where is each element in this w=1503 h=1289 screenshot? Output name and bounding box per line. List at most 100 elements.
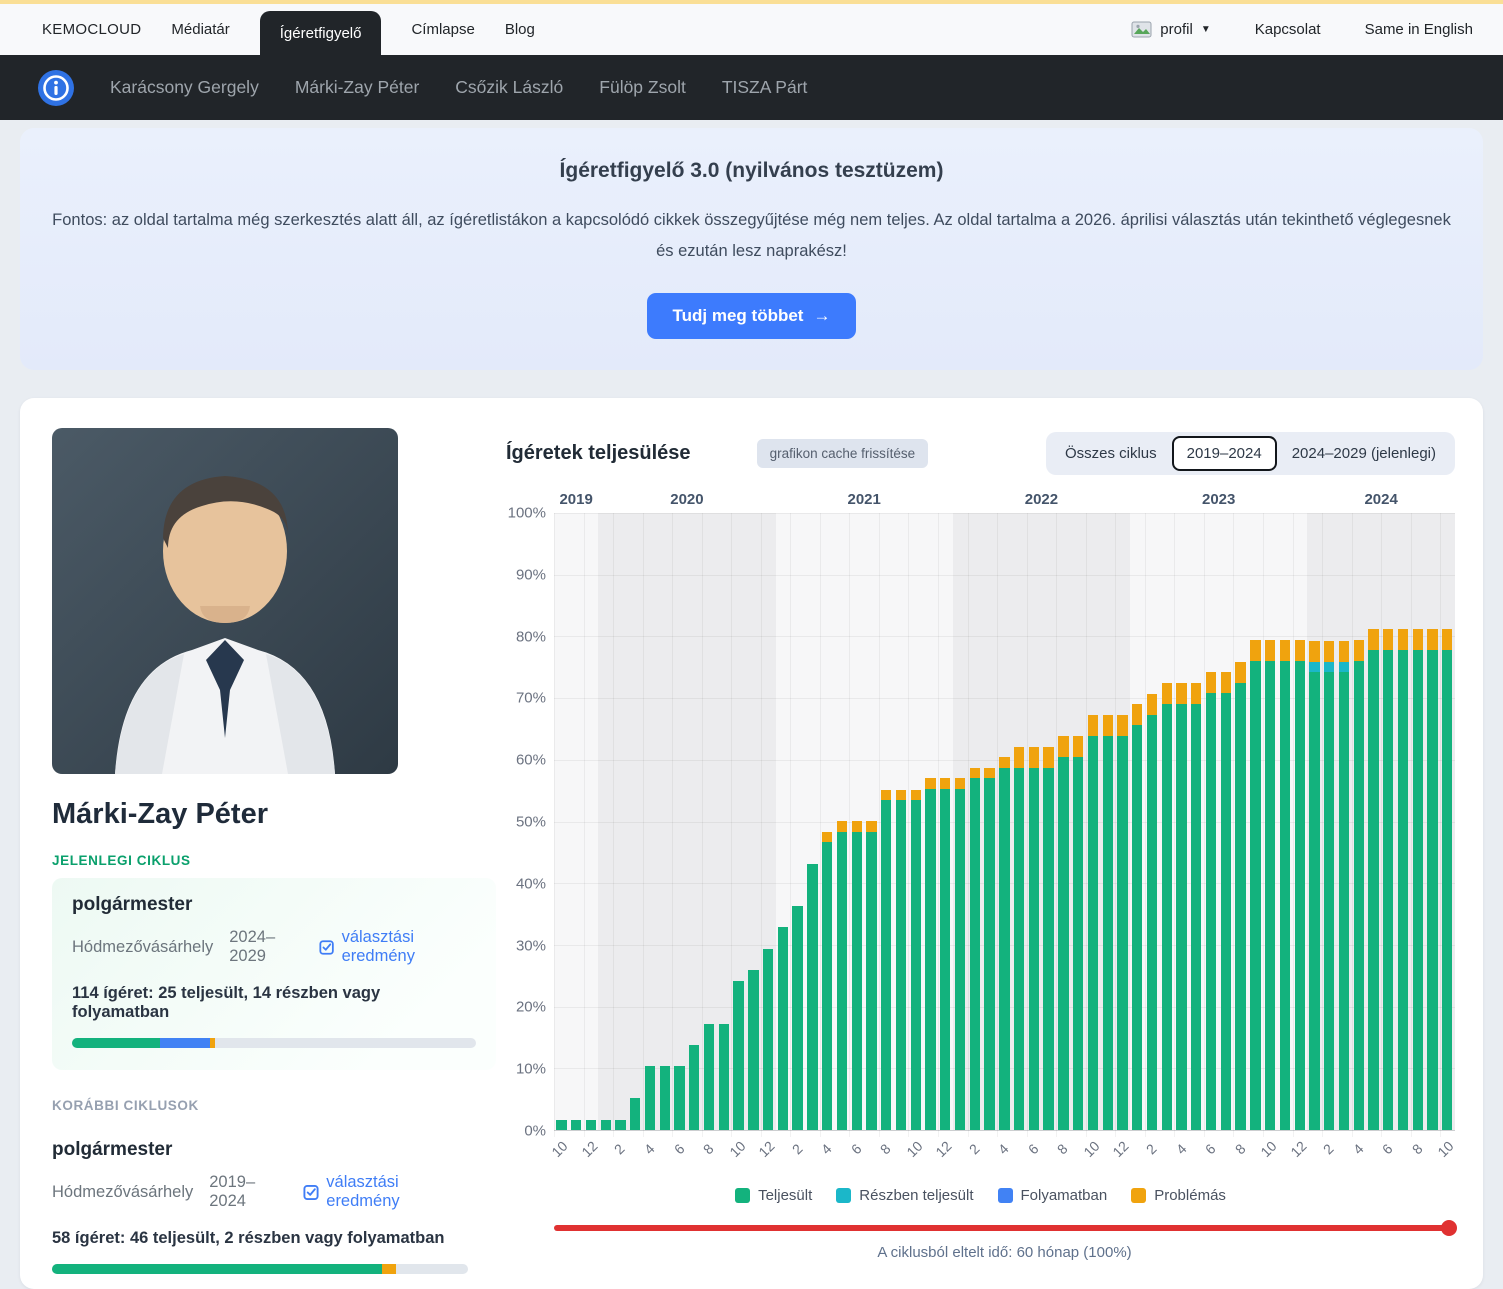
chart-bar-month-1[interactable] [954, 778, 966, 1130]
chart-bar-month-1[interactable] [1309, 640, 1320, 1130]
chart-bar-month-12[interactable] [1294, 639, 1305, 1130]
chart-bar-month-5[interactable] [659, 1066, 670, 1130]
legend-item-green[interactable]: Teljesült [735, 1187, 812, 1204]
gridline [1115, 513, 1117, 1137]
bar-segment-green [1146, 714, 1158, 1130]
chart-bar-month-2[interactable] [615, 1119, 626, 1130]
chart-bar-month-4[interactable] [644, 1066, 656, 1130]
info-icon[interactable] [38, 69, 74, 106]
chart-bar-month-8[interactable] [703, 1023, 715, 1130]
bar-segment-green [674, 1066, 685, 1130]
chart-bar-month-1[interactable] [1132, 704, 1143, 1130]
election-result-link[interactable]: választási eredmény [303, 1173, 468, 1211]
election-result-link[interactable]: választási eredmény [319, 928, 476, 966]
chart-bar-month-12[interactable] [1117, 714, 1128, 1130]
nav-item-cimlapse[interactable]: Címlapse [411, 21, 475, 38]
chart-bar-month-11[interactable] [748, 969, 759, 1130]
nav-item-fulop-zsolt[interactable]: Fülöp Zsolt [599, 77, 686, 97]
chart-bar-month-3[interactable] [984, 767, 995, 1130]
chart-bar-month-2[interactable] [792, 906, 803, 1130]
chart-bar-month-5[interactable] [836, 821, 848, 1130]
chart-bar-month-9[interactable] [1250, 639, 1261, 1130]
chart-bar-month-5[interactable] [1368, 629, 1379, 1130]
chart-bar-month-10[interactable] [1264, 639, 1276, 1130]
chart-bar-month-4[interactable] [1176, 682, 1187, 1130]
chart-bar-month-2[interactable] [1324, 640, 1335, 1130]
chart-bar-month-7[interactable] [1397, 629, 1409, 1130]
chart-bar-month-5[interactable] [1191, 682, 1202, 1130]
chart-bar-month-1[interactable] [600, 1119, 611, 1130]
chart-bar-month-11[interactable] [1102, 714, 1113, 1130]
chart-bar-month-8[interactable] [1058, 736, 1069, 1130]
chart-bar-month-6[interactable] [1383, 629, 1394, 1130]
chart-bar-month-10[interactable] [910, 789, 921, 1130]
chart-bar-month-11[interactable] [1279, 639, 1291, 1130]
chart-bar-month-10[interactable] [556, 1119, 567, 1130]
chart-bar-month-10[interactable] [1442, 629, 1453, 1130]
elapsed-time-caption: A ciklusból eltelt idő: 60 hónap (100%) [877, 1244, 1132, 1261]
chart-bar-month-7[interactable] [866, 821, 877, 1130]
year-label: 2021 [847, 491, 881, 508]
brand-kemocloud[interactable]: KEMOCLOUD [42, 21, 142, 38]
chart-bar-month-3[interactable] [807, 863, 818, 1130]
chart-bar-month-2[interactable] [969, 767, 980, 1130]
chart-bar-month-3[interactable] [1161, 682, 1172, 1130]
chart-bar-month-10[interactable] [733, 981, 744, 1130]
nav-item-english[interactable]: Same in English [1364, 21, 1473, 38]
chart-bar-month-11[interactable] [925, 778, 936, 1130]
chart-bar-month-8[interactable] [881, 789, 892, 1130]
toggle-all-cycles[interactable]: Összes ciklus [1050, 436, 1172, 471]
toggle-2024-2029[interactable]: 2024–2029 (jelenlegi) [1277, 436, 1451, 471]
chart-bar-month-4[interactable] [999, 757, 1010, 1130]
chart-bar-month-3[interactable] [630, 1097, 641, 1130]
bar-segment-green [703, 1023, 715, 1130]
chart-bar-month-2[interactable] [1146, 693, 1158, 1130]
nav-item-marki-zay-peter[interactable]: Márki-Zay Péter [294, 77, 420, 97]
elapsed-time-slider[interactable] [554, 1220, 1457, 1236]
legend-item-orange[interactable]: Problémás [1131, 1187, 1226, 1204]
chart-bar-month-3[interactable] [1338, 640, 1350, 1130]
slider-knob[interactable] [1441, 1220, 1457, 1236]
chart-bar-month-12[interactable] [762, 948, 774, 1130]
nav-item-tisza-part[interactable]: TISZA Párt [721, 77, 808, 97]
chart-bar-month-6[interactable] [674, 1066, 685, 1130]
refresh-cache-button[interactable]: grafikon cache frissítése [756, 439, 929, 468]
gridline [1144, 513, 1146, 1137]
position-title: polgármester [72, 894, 193, 915]
legend-item-cyan[interactable]: Részben teljesült [836, 1187, 974, 1204]
chart-bar-month-7[interactable] [689, 1044, 700, 1130]
bar-segment-green [1205, 693, 1217, 1130]
learn-more-button[interactable]: Tudj meg többet → [646, 293, 857, 340]
gridline [731, 513, 733, 1137]
chart-bar-month-4[interactable] [1353, 639, 1364, 1130]
nav-item-mediatar[interactable]: Médiatár [171, 21, 230, 38]
chart-bar-month-8[interactable] [1235, 661, 1246, 1130]
legend-label: Teljesült [758, 1187, 813, 1204]
chart-bar-month-4[interactable] [822, 831, 833, 1130]
chart-bar-month-5[interactable] [1013, 746, 1025, 1130]
chart-bar-month-8[interactable] [1412, 629, 1423, 1130]
nav-item-csozik-laszlo[interactable]: Csőzik László [455, 77, 564, 97]
nav-item-kapcsolat[interactable]: Kapcsolat [1254, 21, 1321, 38]
chart-bar-month-9[interactable] [1073, 736, 1084, 1130]
chart-bar-month-12[interactable] [585, 1119, 597, 1130]
chart-bar-month-6[interactable] [851, 821, 862, 1130]
chart-bar-month-9[interactable] [895, 789, 907, 1130]
bar-segment-green [999, 767, 1010, 1130]
chart-bar-month-7[interactable] [1220, 672, 1231, 1130]
chart-bar-month-9[interactable] [1427, 629, 1438, 1130]
chart-bar-month-10[interactable] [1087, 714, 1099, 1130]
chart-bar-month-9[interactable] [718, 1023, 729, 1130]
profile-menu[interactable]: profil ▼ [1131, 21, 1211, 38]
chart-bar-month-12[interactable] [940, 778, 951, 1130]
chart-bar-month-6[interactable] [1205, 672, 1217, 1130]
chart-bar-month-6[interactable] [1028, 746, 1040, 1130]
chart-bar-month-1[interactable] [777, 927, 789, 1130]
nav-item-karacsony-gergely[interactable]: Karácsony Gergely [110, 77, 259, 97]
legend-item-blue[interactable]: Folyamatban [997, 1187, 1107, 1204]
chart-bar-month-7[interactable] [1043, 746, 1054, 1130]
nav-item-igeretfigyelo-active[interactable]: Ígéretfigyelő [259, 11, 382, 55]
toggle-2019-2024[interactable]: 2019–2024 [1171, 436, 1277, 471]
chart-bar-month-11[interactable] [570, 1119, 582, 1130]
nav-item-blog[interactable]: Blog [504, 21, 535, 38]
